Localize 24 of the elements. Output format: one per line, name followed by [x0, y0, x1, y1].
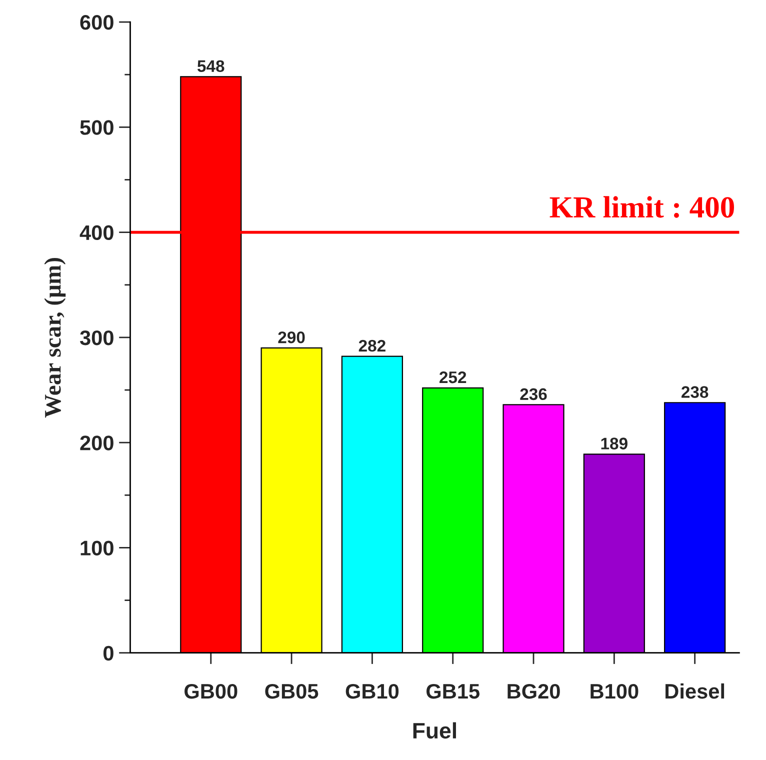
- x-axis-title: Fuel: [413, 722, 456, 739]
- data-label: 290: [278, 331, 305, 344]
- x-tick-label: GB05: [265, 684, 318, 699]
- data-label: 238: [682, 386, 708, 398]
- y-tick-label: 600: [80, 15, 114, 30]
- y-tick-label: 300: [80, 330, 114, 346]
- x-tick-label: B100: [590, 684, 638, 699]
- x-tick-label: GB15: [426, 684, 480, 699]
- data-label: 282: [358, 340, 386, 352]
- x-tick-label: GB00: [184, 684, 238, 699]
- x-tick-label: BG20: [508, 684, 560, 699]
- y-axis-title: Wear scar, (μm): [44, 258, 66, 418]
- data-label: 252: [440, 371, 466, 384]
- x-tick-label: GB10: [346, 684, 399, 699]
- y-tick-label: 400: [80, 225, 114, 240]
- data-label: 189: [601, 438, 628, 450]
- y-tick-label: 100: [80, 540, 114, 556]
- ref-line-label: KR limit : 400: [550, 196, 734, 218]
- y-tick-label: 500: [80, 120, 114, 135]
- data-label: 548: [197, 60, 224, 72]
- y-tick-label: 200: [80, 436, 114, 450]
- data-label: 236: [520, 388, 547, 400]
- x-tick-label: Diesel: [666, 683, 724, 699]
- y-tick-label: 0: [103, 646, 114, 661]
